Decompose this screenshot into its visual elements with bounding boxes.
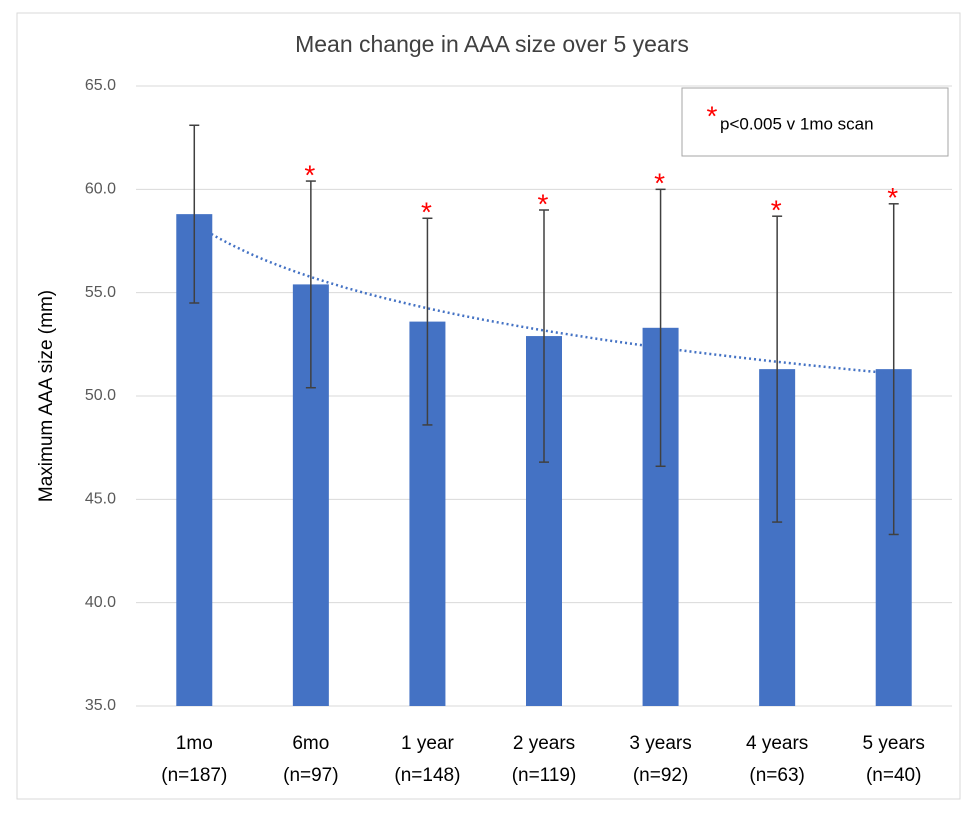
- y-tick-label: 45.0: [85, 491, 116, 508]
- y-axis-label: Maximum AAA size (mm): [36, 290, 57, 502]
- significance-mark: *: [771, 195, 782, 226]
- y-tick-label: 65.0: [85, 77, 116, 94]
- x-tick-label: 1 year: [401, 733, 454, 754]
- x-tick-sublabel: (n=63): [749, 765, 804, 786]
- x-tick-label: 2 years: [513, 733, 575, 754]
- x-tick-label: 5 years: [863, 733, 925, 754]
- y-tick-label: 40.0: [85, 594, 116, 611]
- legend-box: [681, 87, 949, 157]
- legend-text: p<0.005 v 1mo scan: [720, 114, 874, 133]
- significance-mark: *: [654, 168, 665, 199]
- chart-title: Mean change in AAA size over 5 years: [295, 31, 689, 57]
- y-tick-label: 55.0: [85, 284, 116, 301]
- y-tick-label: 60.0: [85, 181, 116, 198]
- significance-mark: *: [304, 159, 315, 190]
- y-tick-label: 35.0: [85, 697, 116, 714]
- error-bar: [305, 180, 316, 389]
- x-tick-sublabel: (n=40): [866, 765, 921, 786]
- error-bar: [189, 124, 200, 304]
- error-bar: [772, 215, 783, 523]
- error-bar: [888, 203, 899, 536]
- significance-mark: *: [421, 197, 432, 228]
- x-tick-label: 3 years: [629, 733, 691, 754]
- error-bar: [655, 188, 666, 468]
- x-tick-sublabel: (n=119): [512, 765, 577, 786]
- x-tick-sublabel: (n=97): [283, 765, 338, 786]
- x-tick-label: 1mo: [176, 733, 213, 754]
- x-tick-sublabel: (n=148): [394, 765, 460, 786]
- x-tick-sublabel: (n=187): [161, 765, 227, 786]
- error-bar: [422, 217, 433, 426]
- y-tick-label: 50.0: [85, 387, 116, 404]
- x-tick-label: 4 years: [746, 733, 808, 754]
- x-tick-sublabel: (n=92): [633, 765, 688, 786]
- legend-symbol: *: [707, 100, 718, 131]
- significance-mark: *: [887, 182, 898, 213]
- significance-mark: *: [538, 188, 549, 219]
- error-bar: [539, 209, 549, 463]
- x-tick-label: 6mo: [292, 733, 329, 754]
